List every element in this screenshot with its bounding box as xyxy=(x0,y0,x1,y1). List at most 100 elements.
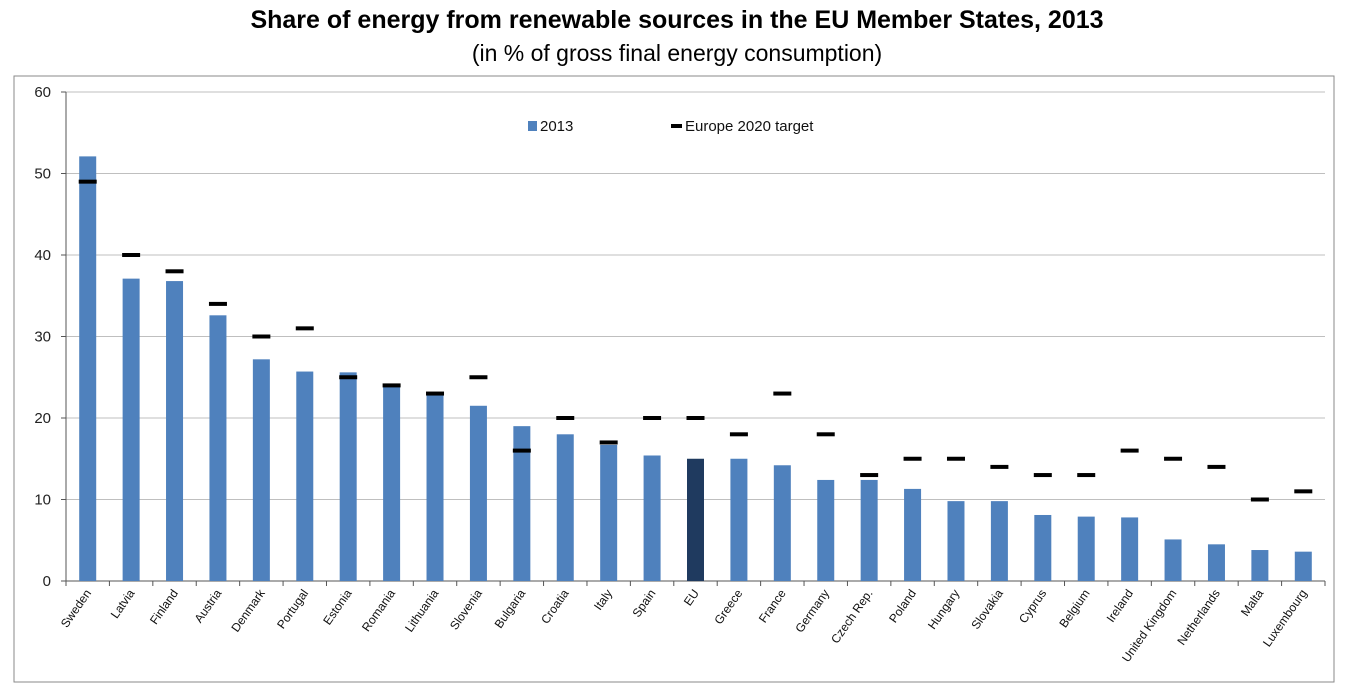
bar-ireland xyxy=(1121,517,1139,581)
bar-italy xyxy=(600,444,618,581)
bar-luxembourg xyxy=(1294,551,1312,581)
target-marker-croatia xyxy=(556,416,575,420)
x-tick-label: Estonia xyxy=(320,586,355,627)
x-tick-label: France xyxy=(756,586,789,625)
x-tick-label: Greece xyxy=(711,586,745,627)
y-tick-label: 0 xyxy=(43,573,51,590)
bar-austria xyxy=(209,315,227,581)
legend-swatch-2013 xyxy=(528,121,537,131)
chart-title: Share of energy from renewable sources i… xyxy=(250,6,1104,34)
y-tick-label: 60 xyxy=(34,84,51,101)
target-marker-bulgaria xyxy=(512,448,531,453)
x-tick-label: Belgium xyxy=(1056,587,1092,631)
target-marker-italy xyxy=(599,440,618,445)
bar-malta xyxy=(1251,550,1269,581)
y-tick-label: 40 xyxy=(34,247,51,264)
target-marker-romania xyxy=(382,383,401,388)
legend: 2013 Europe 2020 target xyxy=(528,118,814,135)
target-series xyxy=(78,179,1313,502)
legend-swatch-target xyxy=(671,124,682,128)
bar-cyprus xyxy=(1034,514,1052,581)
bar-sweden xyxy=(79,156,97,581)
bar-spain xyxy=(643,455,661,581)
target-marker-finland xyxy=(165,269,184,274)
target-marker-czech-rep xyxy=(860,473,879,478)
target-marker-portugal xyxy=(295,326,314,331)
x-tick-label: Spain xyxy=(629,587,658,620)
bar-czech-rep xyxy=(860,479,878,581)
x-tick-label: Portugal xyxy=(274,587,311,632)
legend-label-2013: 2013 xyxy=(540,118,573,135)
chart-frame xyxy=(13,75,1335,683)
target-marker-denmark xyxy=(252,334,271,339)
target-marker-spain xyxy=(643,416,662,420)
bar-slovenia xyxy=(469,405,487,581)
x-tick-label: Romania xyxy=(359,586,398,634)
y-tick-label: 50 xyxy=(34,166,51,183)
x-tick-label: Malta xyxy=(1238,586,1266,618)
x-tick-label: Ireland xyxy=(1104,587,1137,625)
target-marker-latvia xyxy=(122,253,141,257)
bar-united-kingdom xyxy=(1164,539,1182,581)
bar-series xyxy=(79,156,1312,581)
target-marker-ireland xyxy=(1120,448,1139,453)
target-marker-lithuania xyxy=(426,391,445,396)
x-tick-label: Bulgaria xyxy=(492,586,529,630)
bar-netherlands xyxy=(1207,544,1225,581)
target-marker-sweden xyxy=(78,179,97,184)
target-marker-luxembourg xyxy=(1294,489,1313,494)
x-tick-label: Italy xyxy=(591,587,615,613)
x-tick-label: Cyprus xyxy=(1016,587,1049,626)
bar-france xyxy=(773,465,791,581)
x-tick-label: Poland xyxy=(886,587,919,626)
x-tick-label: EU xyxy=(681,587,702,609)
bar-finland xyxy=(166,281,184,581)
target-marker-slovenia xyxy=(469,375,488,380)
bar-portugal xyxy=(296,371,314,581)
bar-estonia xyxy=(339,372,357,581)
target-marker-slovakia xyxy=(990,464,1009,469)
bar-romania xyxy=(383,386,401,581)
bar-lithuania xyxy=(426,393,444,581)
chart-subtitle: (in % of gross final energy consumption) xyxy=(471,40,883,66)
y-tick-label: 30 xyxy=(34,329,51,346)
x-tick-label: Austria xyxy=(192,586,225,625)
target-marker-germany xyxy=(816,432,835,437)
x-tick-label: Germany xyxy=(792,587,832,635)
bar-poland xyxy=(904,488,922,581)
bar-belgium xyxy=(1077,516,1095,581)
bar-greece xyxy=(730,458,748,581)
target-marker-austria xyxy=(208,301,227,306)
bar-croatia xyxy=(556,434,574,581)
target-marker-netherlands xyxy=(1207,464,1226,469)
bar-denmark xyxy=(252,359,270,581)
y-tick-label: 10 xyxy=(34,492,51,509)
y-tick-label: 20 xyxy=(34,410,51,427)
bar-slovakia xyxy=(990,501,1008,581)
x-tick-label: Finland xyxy=(147,587,181,627)
bar-eu xyxy=(687,458,704,581)
x-axis: Sweden Latvia Finland Austria Denmark Portuga… xyxy=(58,581,1326,665)
target-marker-france xyxy=(773,391,792,396)
legend-label-target: Europe 2020 target xyxy=(685,118,814,135)
target-marker-hungary xyxy=(946,456,965,461)
x-tick-label: Czech Rep. xyxy=(828,587,875,646)
target-marker-estonia xyxy=(339,375,358,380)
x-tick-label: Luxembourg xyxy=(1260,587,1310,650)
target-marker-greece xyxy=(729,432,748,437)
target-marker-united-kingdom xyxy=(1164,456,1183,461)
x-tick-label: Netherlands xyxy=(1174,587,1223,648)
x-tick-label: Sweden xyxy=(58,587,94,631)
x-tick-label: Denmark xyxy=(228,586,268,635)
target-marker-belgium xyxy=(1077,473,1096,478)
x-tick-label: Slovenia xyxy=(447,586,485,632)
x-tick-label: Latvia xyxy=(108,586,138,621)
bar-hungary xyxy=(947,501,965,581)
target-marker-poland xyxy=(903,456,922,461)
bar-bulgaria xyxy=(513,426,531,581)
bar-latvia xyxy=(122,278,140,581)
target-marker-eu xyxy=(686,416,705,420)
x-tick-label: Hungary xyxy=(925,587,962,632)
x-tick-label: Lithuania xyxy=(402,586,442,634)
